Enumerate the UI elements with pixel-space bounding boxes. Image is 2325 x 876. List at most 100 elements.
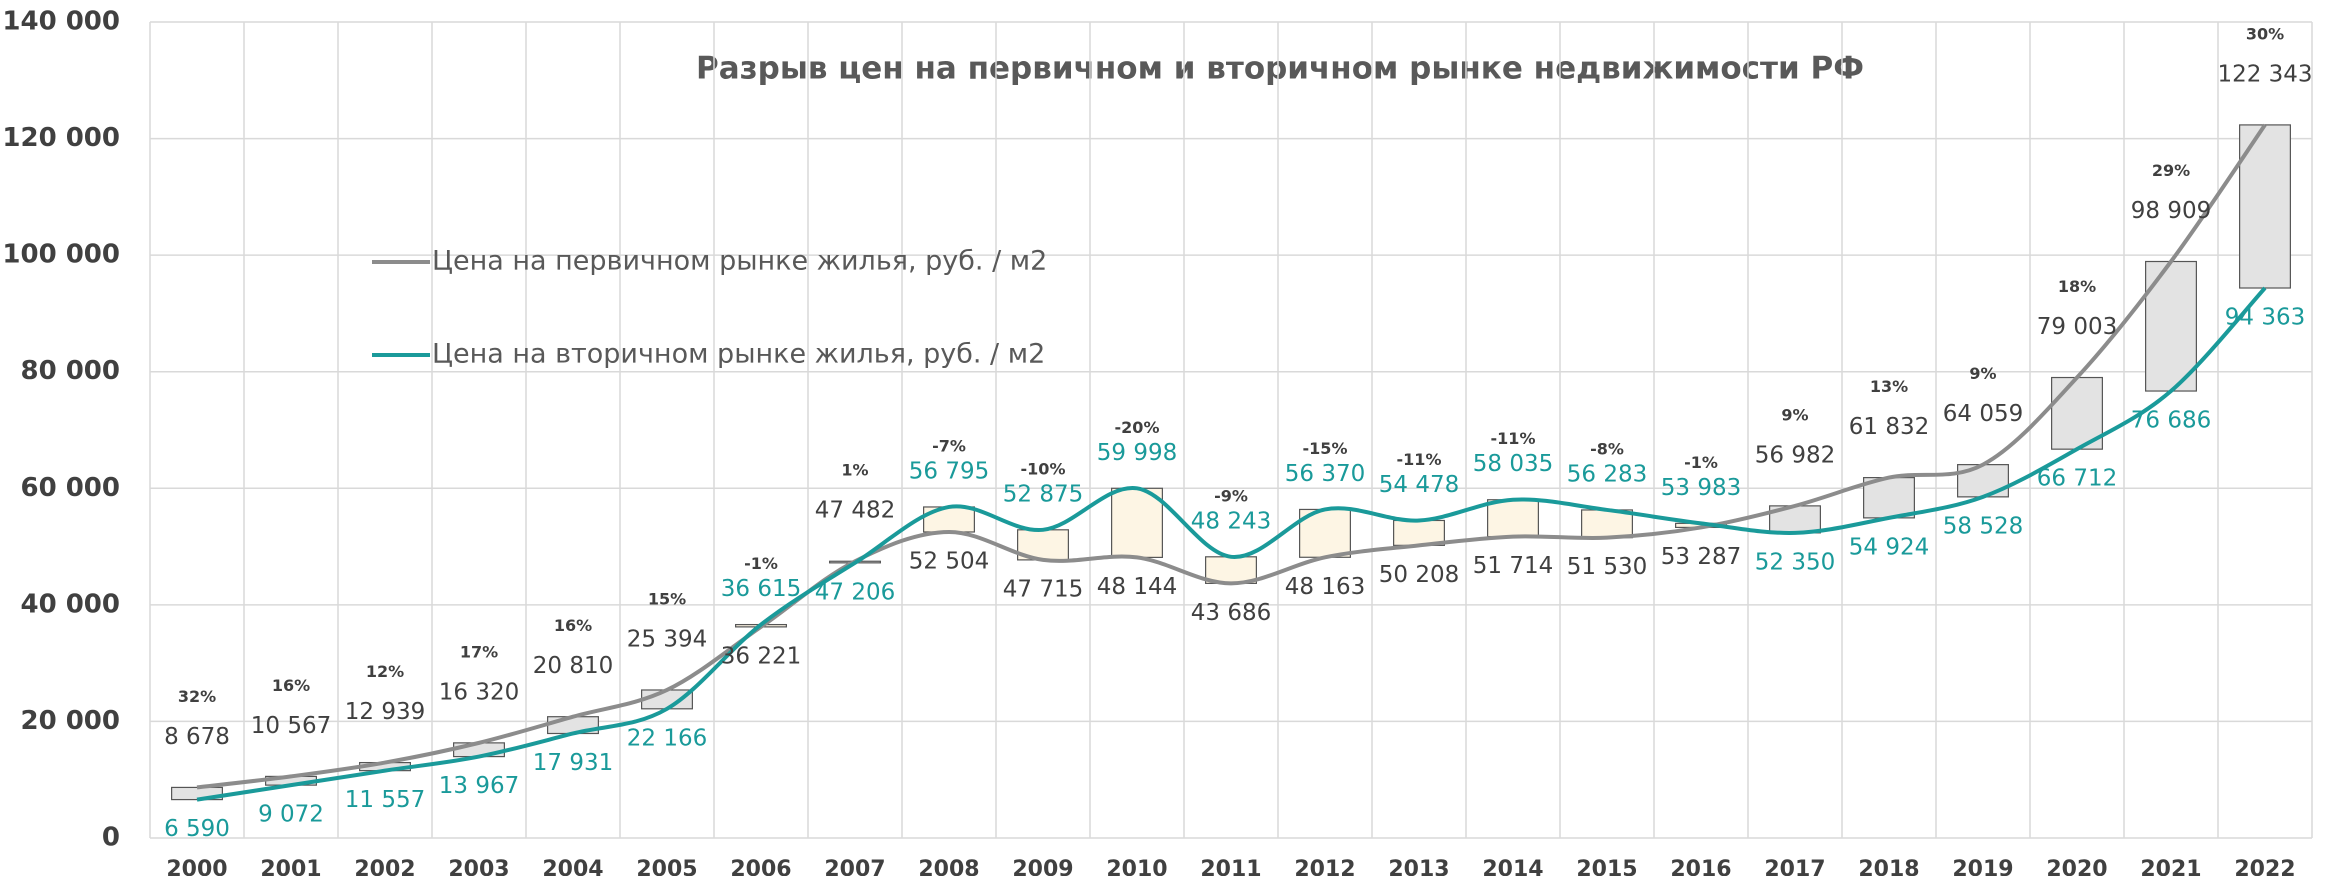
gap-label: -1%	[1684, 453, 1718, 472]
data-label: 51 530	[1567, 554, 1647, 580]
data-label: 48 144	[1097, 574, 1177, 600]
data-label: 20 810	[533, 653, 613, 679]
y-tick-label: 100 000	[2, 240, 120, 270]
data-label: 43 686	[1191, 600, 1271, 626]
data-label: 36 221	[721, 643, 801, 669]
legend-label: Цена на вторичном рынке жилья, руб. / м2	[432, 339, 1045, 370]
x-tick-label: 2015	[1576, 857, 1637, 876]
gap-label: -11%	[1397, 450, 1442, 469]
data-label: 59 998	[1097, 440, 1177, 466]
x-tick-label: 2016	[1670, 857, 1731, 876]
x-tick-label: 2005	[636, 857, 697, 876]
chart-title: Разрыв цен на первичном и вторичном рынк…	[696, 51, 1864, 87]
data-label: 122 343	[2217, 61, 2312, 87]
gap-label: -9%	[1214, 486, 1248, 505]
x-tick-label: 2018	[1858, 857, 1919, 876]
data-label: 52 504	[909, 548, 989, 574]
x-tick-label: 2009	[1012, 857, 1073, 876]
x-tick-label: 2021	[2140, 857, 2201, 876]
data-label: 47 482	[815, 498, 895, 524]
gap-label: 32%	[178, 687, 216, 706]
data-label: 48 163	[1285, 574, 1365, 600]
data-label: 54 478	[1379, 472, 1459, 498]
data-label: 61 832	[1849, 414, 1929, 440]
data-label: 98 909	[2131, 198, 2211, 224]
line	[196, 123, 2267, 790]
data-label: 51 714	[1473, 553, 1553, 579]
x-tick-label: 2014	[1482, 857, 1543, 876]
gap-label: -11%	[1491, 429, 1536, 448]
gap-label: 17%	[460, 642, 498, 661]
data-label: 13 967	[439, 773, 519, 799]
data-label: 48 243	[1191, 508, 1271, 534]
data-label: 58 035	[1473, 451, 1553, 477]
y-tick-label: 0	[102, 823, 120, 853]
legend-label: Цена на первичном рынке жилья, руб. / м2	[432, 246, 1047, 277]
gap-label: -8%	[1590, 439, 1624, 458]
x-tick-label: 2001	[260, 857, 321, 876]
data-label: 56 283	[1567, 461, 1647, 487]
x-tick-label: 2008	[918, 857, 979, 876]
data-label: 64 059	[1943, 401, 2023, 427]
gap-box	[1393, 519, 1445, 546]
gap-box	[1487, 499, 1539, 538]
data-label: 22 166	[627, 725, 707, 751]
data-label: 50 208	[1379, 562, 1459, 588]
data-label: 12 939	[345, 699, 425, 725]
data-label: 36 615	[721, 576, 801, 602]
gap-label: 16%	[272, 676, 310, 695]
x-tick-label: 2020	[2046, 857, 2107, 876]
x-tick-label: 2017	[1764, 857, 1825, 876]
data-label: 79 003	[2037, 314, 2117, 340]
data-label: 56 795	[909, 458, 989, 484]
gap-box	[2051, 376, 2103, 450]
x-tick-label: 2002	[354, 857, 415, 876]
gap-label: 1%	[841, 461, 868, 480]
data-label: 53 983	[1661, 475, 1741, 501]
gap-label: 13%	[1870, 377, 1908, 396]
data-label: 76 686	[2131, 408, 2211, 434]
data-label: 16 320	[439, 679, 519, 705]
x-tick-label: 2019	[1952, 857, 2013, 876]
gap-label: 9%	[1781, 405, 1808, 424]
data-label: 8 678	[164, 724, 230, 750]
gap-label: -1%	[744, 554, 778, 573]
y-tick-label: 60 000	[20, 473, 120, 503]
gap-box	[1863, 477, 1915, 519]
x-tick-label: 2013	[1388, 857, 1449, 876]
x-tick-label: 2000	[166, 857, 227, 876]
gap-label: 9%	[1969, 364, 1996, 383]
x-tick-label: 2010	[1106, 857, 1167, 876]
x-tick-label: 2012	[1294, 857, 1355, 876]
data-label: 56 370	[1285, 461, 1365, 487]
gap-label: -10%	[1021, 459, 1066, 478]
data-label: 47 206	[815, 579, 895, 605]
y-tick-label: 80 000	[20, 356, 120, 386]
data-label: 25 394	[627, 626, 707, 652]
gap-label: 29%	[2152, 161, 2190, 180]
data-label: 47 715	[1003, 576, 1083, 602]
y-tick-label: 140 000	[2, 7, 120, 37]
data-label: 56 982	[1755, 442, 1835, 468]
data-label: 6 590	[164, 816, 230, 842]
data-label: 10 567	[251, 713, 331, 739]
gap-box	[1581, 509, 1633, 539]
data-label: 9 072	[258, 802, 324, 828]
gap-label: 16%	[554, 616, 592, 635]
gap-label: 30%	[2246, 24, 2284, 43]
data-label: 66 712	[2037, 466, 2117, 492]
y-tick-label: 120 000	[2, 123, 120, 153]
gap-label: -15%	[1303, 439, 1348, 458]
data-label: 52 350	[1755, 549, 1835, 575]
gap-label: -20%	[1115, 418, 1160, 437]
gap-label: 18%	[2058, 277, 2096, 296]
data-label: 17 931	[533, 750, 613, 776]
x-tick-label: 2004	[542, 857, 603, 876]
line	[196, 286, 2267, 802]
x-tick-label: 2022	[2234, 857, 2295, 876]
y-tick-label: 20 000	[20, 706, 120, 736]
data-label: 53 287	[1661, 544, 1741, 570]
data-label: 94 363	[2225, 304, 2305, 330]
data-label: 58 528	[1943, 513, 2023, 539]
